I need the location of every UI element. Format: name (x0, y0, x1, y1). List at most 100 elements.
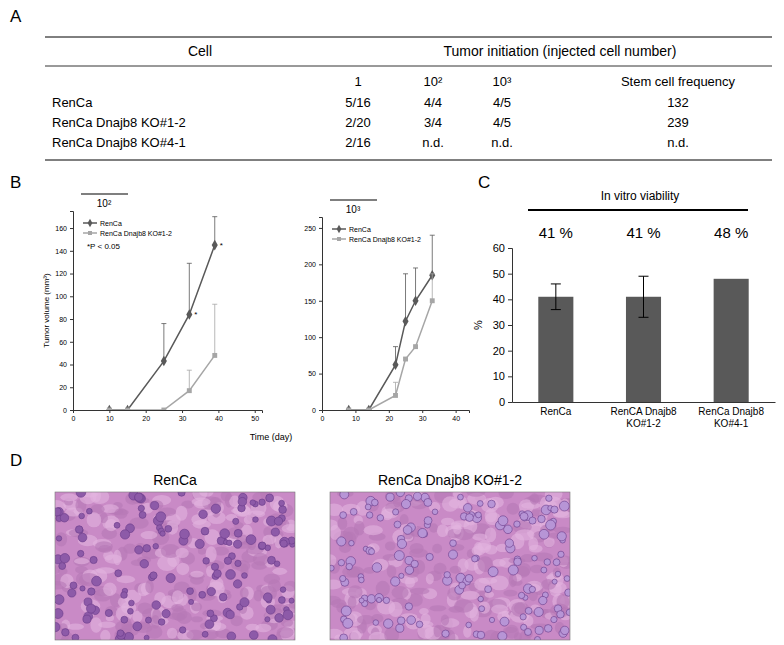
table-subheader: 10³ (493, 74, 512, 89)
image-nucleus (242, 573, 248, 579)
tick-label: 60 (493, 242, 505, 254)
image-nucleus (551, 506, 558, 513)
image-nucleus (384, 619, 393, 628)
legend-marker (337, 237, 341, 241)
table-cell: 2/20 (345, 115, 370, 130)
image-nucleus (403, 526, 412, 535)
image-nucleus (80, 586, 85, 591)
bar-chart: 0102030405060RenCaRenCA Dnajb8KO#1-2RenC… (472, 189, 776, 429)
tick-mark (508, 299, 512, 300)
tick-mark (70, 410, 73, 411)
image-texture (419, 608, 428, 615)
tick-label: 150 (304, 297, 316, 304)
table-subheader: 1 (354, 74, 361, 89)
tick: RenCA Dnajb8KO#1-2 (610, 402, 677, 429)
image-nucleus (160, 531, 165, 536)
image-texture (430, 605, 446, 611)
image-nucleus (211, 563, 218, 570)
legend-marker (337, 225, 342, 233)
chart-title: 10² (97, 198, 112, 209)
data-label: 48 % (714, 224, 748, 241)
image-texture (244, 516, 253, 524)
image-nucleus (78, 533, 87, 542)
image-texture (55, 581, 67, 590)
image-nucleus (488, 567, 498, 577)
series-line (349, 275, 433, 410)
tick-mark (70, 274, 73, 275)
tick: 0 (72, 410, 76, 422)
error-bar-cap (430, 273, 435, 274)
image-frame (330, 492, 570, 640)
image-nucleus (366, 547, 374, 555)
error-bar (212, 304, 217, 355)
table-rule (45, 160, 772, 161)
error-bar-cap (212, 304, 217, 305)
image-nucleus (396, 492, 404, 497)
image-nucleus (92, 576, 102, 586)
point (212, 353, 217, 358)
tick-mark (422, 410, 423, 413)
point (430, 298, 435, 303)
image-nucleus (396, 624, 404, 632)
image-nucleus (520, 512, 528, 520)
image-nucleus (466, 622, 472, 628)
error-bar-stem (432, 235, 433, 275)
image-nucleus (105, 609, 112, 616)
image-nucleus (265, 617, 270, 622)
image-texture (264, 574, 280, 584)
annotation: * (220, 241, 223, 250)
tick-label: 30 (419, 415, 427, 422)
tick-mark (70, 296, 73, 297)
tick: 100 (304, 334, 322, 341)
image-nucleus (60, 514, 68, 522)
point (392, 360, 398, 371)
point (366, 405, 372, 410)
image-nucleus (401, 500, 410, 509)
table: CellTumor initiation (injected cell numb… (45, 37, 772, 160)
error-bar-cap (403, 273, 408, 274)
legend: RenCaRenCa Dnajb8 KO#1-2 (83, 219, 172, 238)
image-nucleus (259, 542, 266, 549)
image-nucleus (55, 508, 61, 516)
image-nucleus (557, 532, 566, 541)
error-bar-cap (187, 263, 192, 264)
error-bar (551, 284, 561, 310)
legend-label: RenCa Dnajb8 KO#1-2 (349, 236, 421, 244)
image-nucleus (202, 631, 208, 637)
image-nucleus (444, 572, 450, 578)
error-bar-cap (430, 235, 435, 236)
image-texture (113, 550, 121, 566)
image-nucleus (62, 629, 69, 636)
error-bar (430, 274, 435, 301)
image-texture (453, 524, 461, 534)
image-nucleus (561, 626, 569, 634)
tick-mark (508, 376, 512, 377)
image-texture (485, 527, 496, 542)
image-texture (240, 588, 249, 599)
table-cell: 4/4 (424, 95, 442, 110)
image-texture (221, 492, 232, 501)
point (161, 356, 167, 367)
image-nucleus (349, 540, 354, 545)
tick-label: 140 (55, 248, 67, 255)
tick: 20 (59, 384, 73, 391)
image-nucleus (266, 494, 274, 502)
table-cell: 132 (667, 95, 689, 110)
image-nucleus (139, 511, 146, 518)
point (346, 408, 351, 410)
tick-label: 30 (179, 415, 187, 422)
tick-label: 0 (321, 415, 325, 422)
image-nucleus (279, 500, 285, 506)
legend-label: RenCa (349, 226, 371, 233)
image-texture (410, 543, 424, 554)
tick: RenCa Dnajb8KO#4-1 (698, 402, 764, 429)
error-bar-stem (643, 276, 644, 317)
line-chart: 01020304005010015020025010³RenCaRenCa Dn… (304, 200, 469, 422)
image-nucleus (283, 610, 293, 620)
image-nucleus (227, 540, 233, 546)
tick-mark (355, 410, 356, 413)
axis-line (508, 249, 513, 403)
image-texture (348, 585, 363, 598)
image-texture (282, 524, 295, 533)
table-cell: n.d. (422, 135, 444, 150)
